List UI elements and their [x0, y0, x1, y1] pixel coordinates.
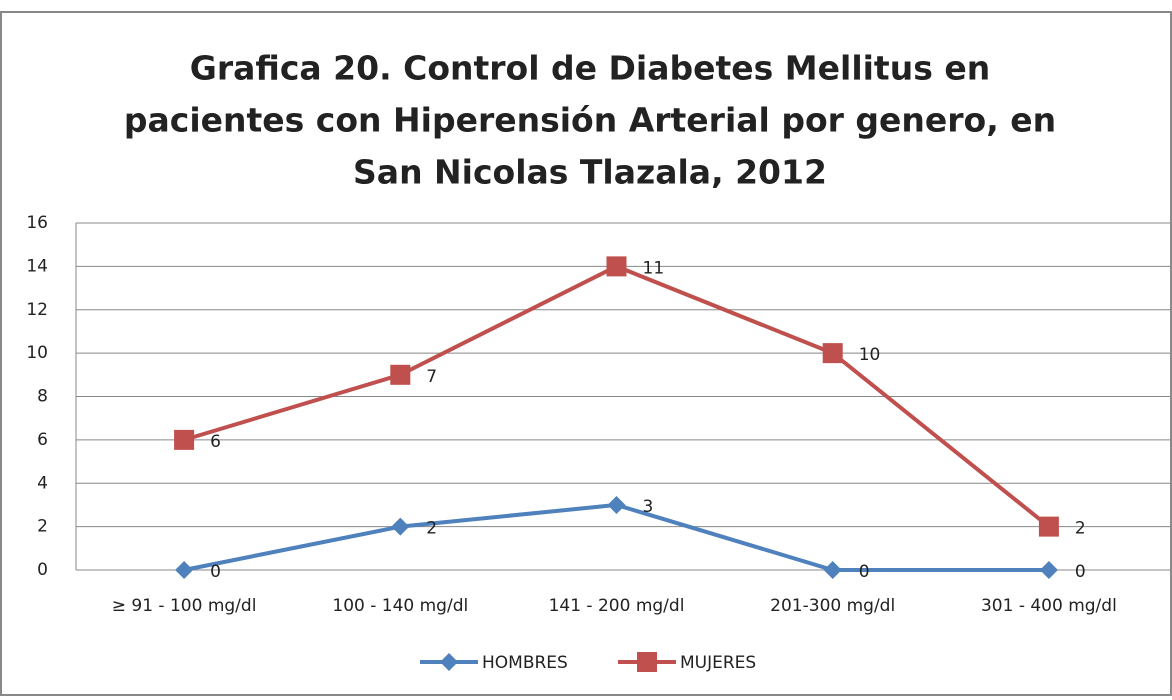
y-tick-label: 16	[26, 213, 48, 233]
data-point	[606, 256, 627, 277]
data-label: 10	[859, 345, 881, 365]
chart-title: pacientes con Hiperensión Arterial por g…	[124, 101, 1056, 140]
data-point	[390, 364, 411, 385]
y-tick-label: 10	[26, 343, 48, 363]
data-point	[822, 343, 843, 364]
x-tick-label: 201-300 mg/dl	[770, 596, 895, 616]
legend-label: HOMBRES	[482, 653, 568, 673]
y-tick-label: 4	[37, 473, 48, 493]
data-point	[175, 561, 194, 579]
data-label: 11	[643, 258, 665, 278]
data-label: 0	[859, 562, 870, 582]
data-label: 6	[210, 432, 221, 452]
x-tick-label: 301 - 400 mg/dl	[981, 596, 1117, 616]
x-tick-label: ≥ 91 - 100 mg/dl	[112, 596, 257, 616]
legend-marker	[637, 652, 657, 672]
data-point	[174, 429, 195, 450]
legend-marker	[440, 653, 458, 671]
y-tick-label: 14	[26, 256, 48, 276]
data-label: 0	[210, 562, 221, 582]
data-label: 2	[426, 519, 437, 539]
data-label: 3	[643, 497, 654, 517]
x-tick-label: 100 - 140 mg/dl	[332, 596, 468, 616]
data-point	[1039, 561, 1058, 579]
y-tick-label: 6	[37, 430, 48, 450]
x-tick-label: 141 - 200 mg/dl	[549, 596, 685, 616]
chart-title: Grafica 20. Control de Diabetes Mellitus…	[190, 49, 990, 88]
y-tick-label: 8	[37, 387, 48, 407]
data-label: 2	[1075, 519, 1086, 539]
legend-label: MUJERES	[680, 653, 756, 673]
data-point	[607, 495, 626, 514]
data-label: 0	[1075, 562, 1086, 582]
data-point	[1038, 516, 1059, 537]
data-point	[391, 517, 410, 536]
y-tick-label: 12	[26, 300, 48, 320]
data-point	[823, 561, 842, 579]
chart-title: San Nicolas Tlazala, 2012	[353, 153, 827, 192]
data-label: 7	[426, 367, 437, 387]
y-tick-label: 2	[37, 517, 48, 537]
y-tick-label: 0	[37, 560, 48, 580]
